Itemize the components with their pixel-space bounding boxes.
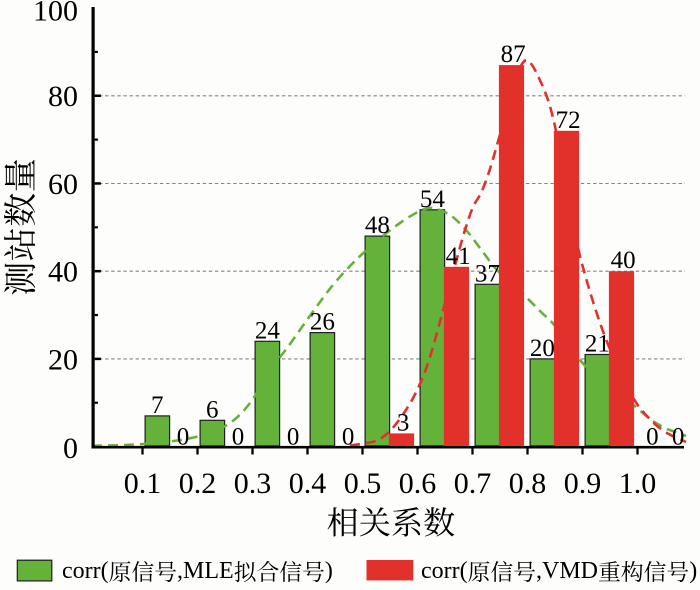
svg-text:0: 0 <box>672 424 685 451</box>
svg-text:0.1: 0.1 <box>124 467 162 500</box>
svg-text:40: 40 <box>48 256 78 289</box>
svg-text:26: 26 <box>310 309 335 336</box>
svg-text:100: 100 <box>33 0 78 28</box>
svg-text:0: 0 <box>63 432 78 465</box>
svg-text:72: 72 <box>556 107 581 134</box>
svg-text:0: 0 <box>287 424 300 451</box>
svg-text:): ) <box>689 558 697 584</box>
svg-text:41: 41 <box>446 243 471 270</box>
svg-text:0: 0 <box>646 424 659 451</box>
svg-text:40: 40 <box>611 247 636 274</box>
svg-text:0: 0 <box>342 424 355 451</box>
svg-text:corr(: corr( <box>421 558 468 584</box>
svg-text:0: 0 <box>177 424 190 451</box>
svg-text:,VMD: ,VMD <box>536 558 598 584</box>
svg-text:20: 20 <box>48 343 78 376</box>
svg-text:6: 6 <box>206 396 219 423</box>
svg-text:0: 0 <box>232 424 245 451</box>
svg-text:87: 87 <box>501 41 526 68</box>
svg-text:1.0: 1.0 <box>619 467 657 500</box>
svg-text:48: 48 <box>365 212 390 239</box>
svg-text:0.6: 0.6 <box>399 467 437 500</box>
svg-text:80: 80 <box>48 80 78 113</box>
svg-text:20: 20 <box>530 335 555 362</box>
svg-text:0.7: 0.7 <box>454 467 492 500</box>
svg-text:24: 24 <box>255 317 281 344</box>
svg-text:0.5: 0.5 <box>344 467 382 500</box>
svg-text:7: 7 <box>151 392 164 419</box>
svg-text:21: 21 <box>585 331 610 358</box>
svg-text:corr(: corr( <box>62 558 109 584</box>
svg-text:54: 54 <box>420 186 446 213</box>
svg-text:0.9: 0.9 <box>564 467 602 500</box>
svg-text:0.3: 0.3 <box>234 467 272 500</box>
svg-text:): ) <box>325 558 333 584</box>
svg-text:0.2: 0.2 <box>179 467 217 500</box>
svg-text:0.8: 0.8 <box>509 467 547 500</box>
svg-text:3: 3 <box>397 409 410 436</box>
svg-text:60: 60 <box>48 168 78 201</box>
svg-text:,MLE: ,MLE <box>177 558 234 584</box>
svg-text:0.4: 0.4 <box>289 467 327 500</box>
svg-text:37: 37 <box>475 260 500 287</box>
